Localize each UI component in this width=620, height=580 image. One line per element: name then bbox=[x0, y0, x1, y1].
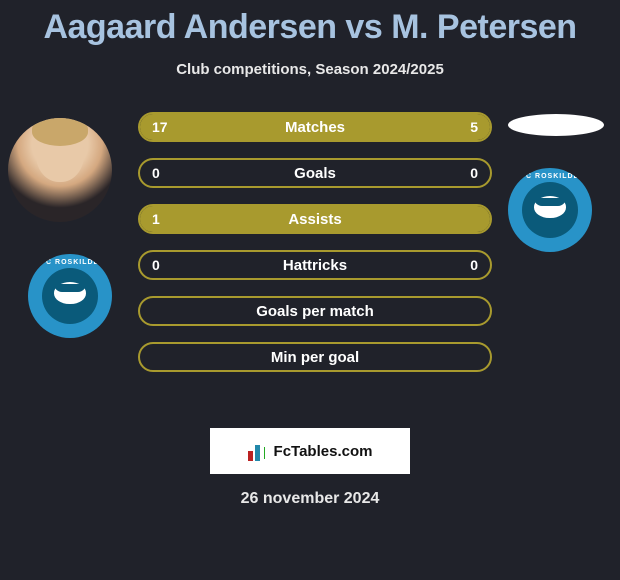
brand-logo-icon bbox=[248, 441, 268, 461]
club-name-left: FC ROSKILDE bbox=[31, 259, 109, 266]
brand-text: FcTables.com bbox=[274, 443, 373, 460]
stat-value-left: 1 bbox=[152, 211, 160, 227]
stat-label: Min per goal bbox=[271, 349, 359, 366]
stat-label: Hattricks bbox=[283, 257, 347, 274]
stat-value-right: 5 bbox=[470, 119, 478, 135]
stat-value-left: 0 bbox=[152, 165, 160, 181]
stat-value-right: 0 bbox=[470, 165, 478, 181]
stat-label: Assists bbox=[288, 211, 341, 228]
page-title: Aagaard Andersen vs M. Petersen bbox=[0, 0, 620, 47]
stat-label: Goals bbox=[294, 165, 336, 182]
stat-value-right: 0 bbox=[470, 257, 478, 273]
player-left-photo bbox=[8, 118, 112, 222]
stat-bars: 17 5 Matches 0 0 Goals 1 Assists 0 0 Hattricks Goal… bbox=[138, 112, 492, 388]
stat-row: Min per goal bbox=[138, 342, 492, 372]
club-badge-right: FC ROSKILDE bbox=[508, 168, 592, 252]
club-name-right: FC ROSKILDE bbox=[511, 173, 589, 180]
comparison-area: FC ROSKILDE FC ROSKILDE 17 5 Matches 0 0 Goal… bbox=[0, 118, 620, 398]
stat-fill-left bbox=[140, 114, 396, 140]
stat-value-left: 0 bbox=[152, 257, 160, 273]
stat-row: 1 Assists bbox=[138, 204, 492, 234]
brand-badge: FcTables.com bbox=[210, 428, 410, 474]
club-badge-left: FC ROSKILDE bbox=[28, 254, 112, 338]
stat-label: Matches bbox=[285, 119, 345, 136]
stat-row: 0 0 Hattricks bbox=[138, 250, 492, 280]
player-right-photo bbox=[508, 114, 604, 136]
stat-label: Goals per match bbox=[256, 303, 374, 320]
stat-value-left: 17 bbox=[152, 119, 168, 135]
stat-row: Goals per match bbox=[138, 296, 492, 326]
date-label: 26 november 2024 bbox=[0, 490, 620, 508]
stat-row: 0 0 Goals bbox=[138, 158, 492, 188]
subtitle: Club competitions, Season 2024/2025 bbox=[0, 61, 620, 78]
stat-row: 17 5 Matches bbox=[138, 112, 492, 142]
